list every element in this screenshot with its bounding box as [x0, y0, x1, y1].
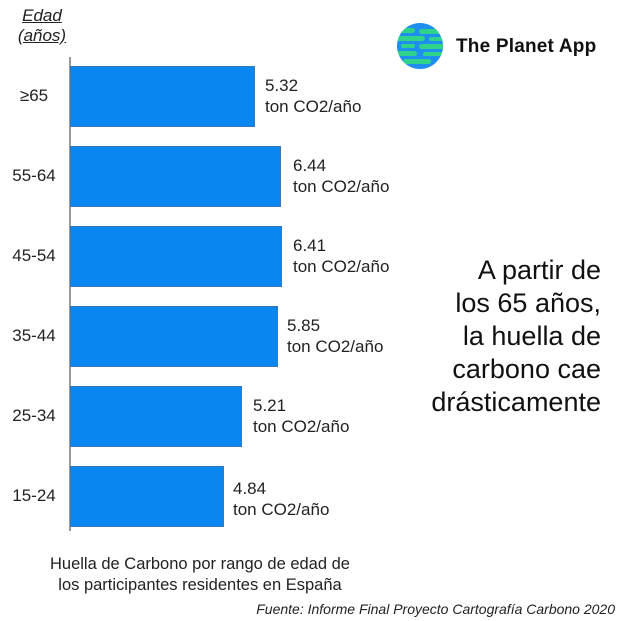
value-label: 5.21 ton CO2/año: [253, 395, 349, 437]
value-label: 5.32 ton CO2/año: [265, 75, 361, 117]
brand-name: The Planet App: [456, 36, 597, 57]
caption-line: Huella de Carbono por rango de edad de: [50, 555, 350, 573]
value-unit: ton CO2/año: [233, 500, 330, 519]
value-label: 5.85 ton CO2/año: [287, 315, 383, 357]
category-label: 35-44: [12, 326, 56, 345]
value-label: 6.44 ton CO2/año: [293, 155, 389, 197]
chart-caption: Huella de Carbono por rango de edad de l…: [30, 554, 370, 596]
category-label: ≥65: [19, 86, 49, 105]
value-number: 5.32: [265, 76, 299, 95]
value-number: 5.85: [287, 316, 321, 335]
value-number: 6.41: [293, 236, 327, 255]
value-number: 5.21: [253, 396, 287, 415]
category-label: 55-64: [12, 166, 56, 185]
value-label: 4.84 ton CO2/año: [233, 478, 329, 520]
bar-age-25-34: [70, 386, 242, 447]
category-label: 15-24: [12, 486, 56, 505]
value-unit: ton CO2/año: [287, 337, 384, 356]
bar-age-65-plus: [70, 66, 255, 127]
bar-age-45-54: [70, 226, 282, 287]
callout-line: los 65 años,: [455, 288, 601, 318]
callout-line: drásticamente: [431, 387, 601, 417]
y-axis-title: Edad (años): [14, 6, 70, 46]
globe-icon: [397, 23, 443, 69]
value-unit: ton CO2/año: [293, 257, 390, 276]
bar-age-35-44: [70, 306, 278, 367]
category-label: 25-34: [12, 406, 56, 425]
y-axis-title-line-2: (años): [17, 26, 67, 45]
y-axis-title-line-1: Edad: [22, 6, 62, 25]
callout-line: la huella de: [462, 321, 601, 351]
value-unit: ton CO2/año: [293, 177, 390, 196]
callout-line: A partir de: [477, 255, 601, 285]
bar-age-15-24: [70, 466, 224, 527]
callout-line: carbono cae: [452, 354, 601, 384]
callout-text: A partir de los 65 años, la huella de ca…: [431, 254, 601, 419]
source-note: Fuente: Informe Final Proyecto Cartograf…: [256, 601, 615, 617]
y-axis-line: [69, 57, 71, 531]
bar-age-55-64: [70, 146, 281, 207]
caption-line: los participantes residentes en España: [58, 576, 342, 594]
value-unit: ton CO2/año: [265, 97, 362, 116]
value-number: 6.44: [293, 156, 327, 175]
category-label: 45-54: [12, 246, 56, 265]
value-label: 6.41 ton CO2/año: [293, 235, 389, 277]
value-unit: ton CO2/año: [253, 417, 350, 436]
value-number: 4.84: [233, 479, 267, 498]
